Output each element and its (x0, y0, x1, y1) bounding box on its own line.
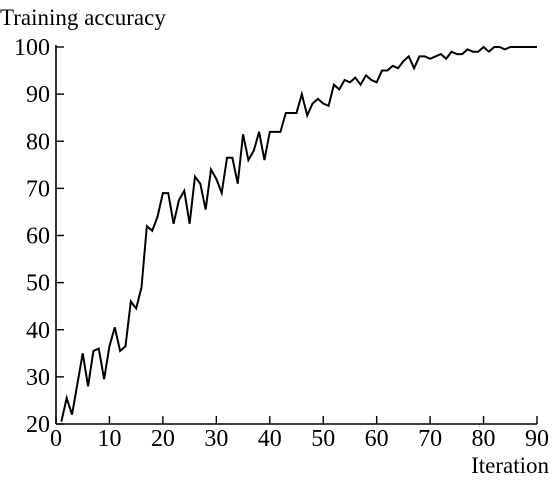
y-tick-label: 100 (14, 35, 50, 61)
x-tick-label: 70 (418, 426, 442, 452)
x-tick-label: 40 (258, 426, 282, 452)
y-tick-label: 70 (26, 176, 50, 202)
x-tick-label: 50 (311, 426, 335, 452)
x-tick-label: 30 (204, 426, 228, 452)
x-tick-label: 20 (151, 426, 175, 452)
x-tick-label: 60 (365, 426, 389, 452)
training-accuracy-series-line (60, 45, 537, 422)
y-tick-label: 30 (26, 365, 50, 391)
y-tick-label: 40 (26, 318, 50, 344)
y-axis-title: Training accuracy (0, 5, 166, 30)
axis-ticks: 0 10 20 30 40 50 60 70 80 90 20 30 40 50 60 70 80 90 100 (14, 35, 549, 452)
x-tick-label: 0 (50, 426, 62, 452)
y-tick-label: 80 (26, 129, 50, 155)
y-tick-label: 60 (26, 224, 50, 250)
y-tick-label: 20 (26, 412, 50, 438)
y-tick-label: 50 (26, 271, 50, 297)
y-tick-label: 90 (26, 82, 50, 108)
x-tick-label: 90 (525, 426, 549, 452)
x-axis-title: Iteration (471, 453, 549, 478)
x-tick-label: 10 (97, 426, 121, 452)
x-tick-label: 80 (472, 426, 496, 452)
